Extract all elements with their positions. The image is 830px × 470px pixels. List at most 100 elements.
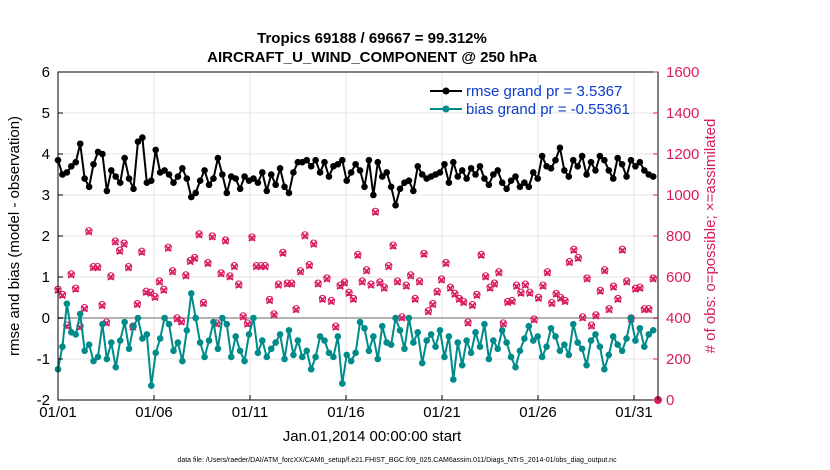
obs-possible-point: [107, 272, 115, 280]
rmse-point: [187, 193, 195, 201]
rmse-point: [130, 185, 137, 193]
bias-point: [254, 349, 262, 357]
legend: rmse grand pr = 3.5367 bias grand pr = -…: [430, 83, 630, 118]
obs-assimilated-point: [58, 291, 67, 300]
obs-possible-point: [389, 241, 397, 249]
rmse-point: [196, 177, 204, 184]
bias-point: [356, 318, 364, 326]
obs-assimilated-point: [173, 315, 181, 323]
obs-assimilated-point: [265, 296, 274, 305]
obs-assimilated-point: [120, 240, 128, 248]
obs-possible-point: [578, 313, 587, 321]
bias-point: [250, 314, 257, 322]
obs-assimilated-point: [314, 280, 322, 288]
rmse-point: [565, 173, 573, 180]
rmse-point: [139, 134, 146, 141]
rmse-point: [467, 165, 475, 172]
y-right-tick-label: 1000: [666, 187, 699, 204]
obs-assimilated-point: [490, 280, 499, 288]
obs-possible-point: [340, 278, 349, 286]
bias-point: [392, 314, 399, 322]
bias-point: [125, 345, 133, 353]
bias-point: [156, 335, 164, 342]
obs-possible-point: [235, 280, 243, 288]
obs-possible-point: [601, 266, 609, 274]
obs-assimilated-point: [526, 289, 534, 298]
bias-point: [489, 337, 497, 344]
bias-point: [294, 337, 302, 344]
obs-assimilated-point: [155, 278, 164, 286]
bias-point: [72, 331, 80, 338]
bias-point: [512, 363, 519, 371]
x-tick-label: 01/11: [232, 404, 268, 421]
rmse-series: [54, 134, 657, 209]
x-tick-label: 01/06: [135, 404, 173, 421]
rmse-point: [445, 179, 453, 186]
obs-possible-point: [548, 298, 556, 307]
rmse-point: [290, 169, 297, 176]
rmse-point: [627, 156, 635, 164]
bias-point: [165, 320, 173, 328]
obs-assimilated-point: [332, 323, 340, 331]
bias-point: [481, 320, 488, 328]
rmse-point: [450, 158, 457, 166]
bias-point: [161, 314, 168, 322]
bias-point: [534, 333, 542, 340]
obs-assimilated-point: [349, 295, 358, 304]
rmse-point: [85, 183, 93, 191]
obs-possible-point: [429, 299, 437, 308]
rmse-point: [632, 163, 639, 170]
obs-possible-point: [305, 261, 314, 269]
obs-possible-point: [534, 293, 543, 302]
obs-possible-point: [80, 304, 89, 312]
obs-possible-point: [358, 277, 366, 285]
bias-point: [236, 347, 244, 355]
obs-assimilated-point: [530, 316, 538, 324]
obs-possible-point: [486, 283, 494, 291]
rmse-point: [241, 173, 248, 180]
obs-possible-point: [155, 277, 164, 285]
obs-assimilated-point: [288, 280, 296, 288]
obs-possible-point: [481, 272, 490, 280]
rmse-point: [121, 154, 128, 162]
rmse-point: [312, 156, 319, 164]
obs-possible-point: [552, 289, 560, 298]
obs-assimilated-point: [429, 301, 437, 309]
rmse-point: [316, 169, 324, 176]
obs-assimilated-point: [371, 208, 380, 217]
obs-assimilated-point: [124, 264, 133, 272]
bias-point: [543, 343, 550, 351]
obs-assimilated-point: [565, 259, 574, 267]
obs-assimilated-point: [274, 281, 283, 289]
obs-possible-point: [442, 258, 450, 267]
bias-point: [547, 324, 555, 332]
x-tick-label: 01/01: [39, 404, 77, 421]
rmse-point: [276, 165, 284, 172]
rmse-point: [108, 167, 115, 174]
obs-possible-point: [160, 285, 168, 293]
y-right-tick-label: 1400: [666, 105, 699, 122]
y-right-tick-label: 1600: [666, 64, 699, 81]
obs-assimilated-point: [442, 260, 450, 268]
obs-possible-point: [367, 280, 375, 288]
obs-assimilated-point: [482, 273, 490, 281]
obs-assimilated-point: [168, 268, 177, 276]
bias-point: [134, 314, 142, 322]
obs-assimilated-point: [517, 289, 525, 298]
rmse-point: [147, 177, 155, 184]
bias-point: [387, 341, 395, 348]
bias-point: [276, 331, 284, 338]
obs-possible-point: [190, 253, 199, 262]
obs-possible-point: [570, 245, 578, 254]
obs-possible-point: [239, 312, 247, 320]
obs-possible-point: [609, 282, 618, 290]
bias-point: [507, 353, 515, 361]
obs-possible-point: [583, 274, 591, 282]
obs-possible-point: [490, 279, 499, 287]
bias-point: [498, 327, 506, 334]
bias-point: [183, 327, 191, 334]
bias-point: [649, 327, 657, 334]
bias-point: [378, 322, 386, 330]
obs-assimilated-point: [570, 246, 578, 254]
bias-point: [343, 351, 351, 359]
